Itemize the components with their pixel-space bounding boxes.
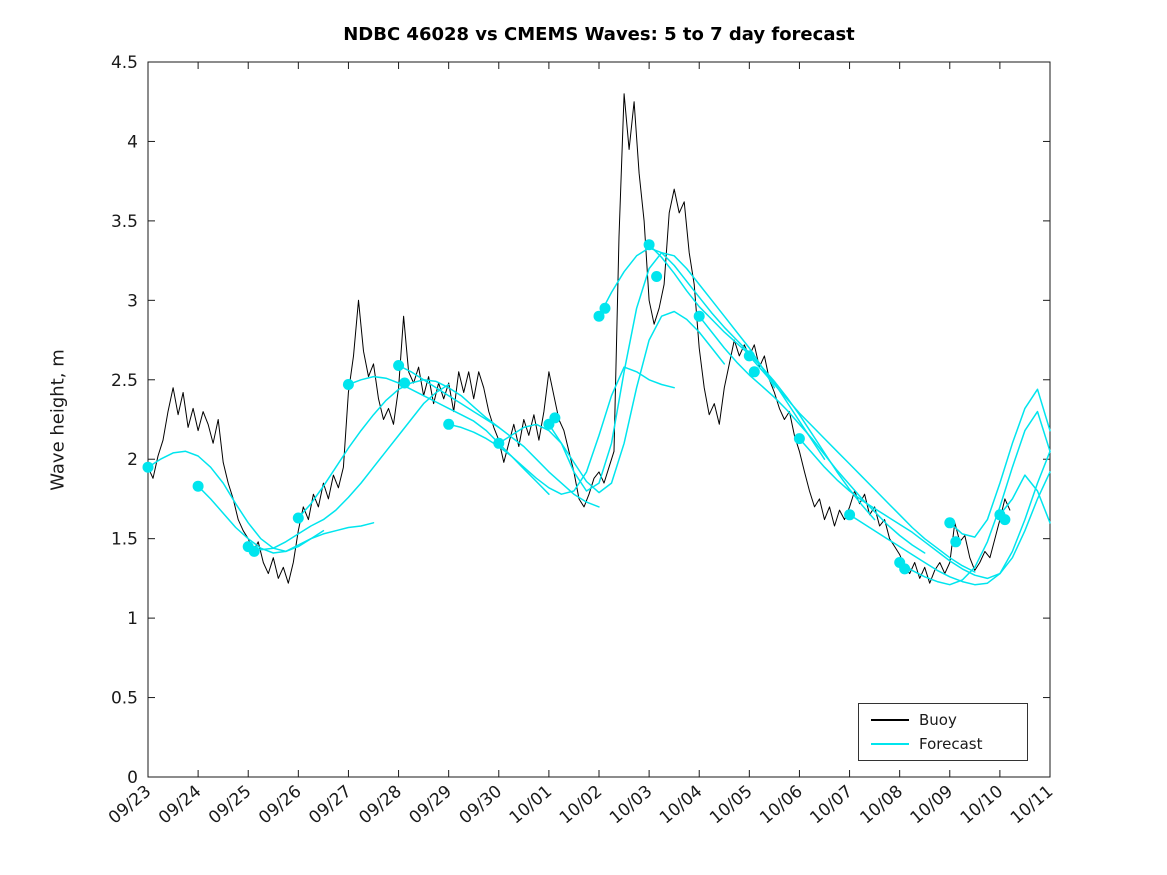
forecast-series-line — [247, 383, 450, 551]
buoy-line-sample — [871, 719, 909, 721]
x-tick-label: 10/01 — [506, 782, 556, 829]
forecast-marker — [443, 418, 455, 430]
forecast-series-line — [698, 315, 926, 554]
forecast-marker — [248, 545, 260, 557]
plot-box — [147, 61, 1051, 778]
y-tick-label: 2.5 — [111, 371, 138, 391]
forecast-marker — [643, 239, 655, 251]
x-tick-label: 10/07 — [806, 782, 856, 829]
forecast-marker — [899, 563, 911, 575]
forecast-marker — [393, 360, 405, 371]
x-tick-label: 10/02 — [556, 782, 606, 829]
x-tick-label: 10/06 — [756, 782, 806, 829]
x-tick-label: 09/25 — [205, 782, 255, 829]
forecast-marker — [743, 350, 755, 362]
forecast-series-line — [748, 355, 976, 573]
forecast-series-line — [147, 450, 325, 553]
x-tick-label: 09/26 — [255, 782, 305, 829]
forecast-marker — [292, 512, 304, 524]
forecast-series-line — [447, 366, 675, 495]
forecast-series-line — [999, 474, 1051, 524]
forecast-series-line — [798, 437, 1051, 580]
y-tick-label: 4 — [127, 132, 138, 152]
forecast-marker — [142, 461, 154, 473]
x-tick-label: 09/27 — [305, 782, 355, 829]
x-tick-label: 09/23 — [105, 782, 155, 829]
forecast-series-line — [347, 375, 550, 495]
forecast-marker — [999, 514, 1011, 526]
forecast-series-line — [397, 364, 600, 508]
forecast-series-line — [598, 247, 826, 460]
forecast-marker — [944, 517, 956, 529]
forecast-series-line — [848, 450, 1051, 586]
forecast-marker — [651, 271, 663, 282]
x-tick-label: 09/30 — [456, 782, 506, 829]
forecast-series-line — [498, 310, 726, 494]
y-tick-label: 1.5 — [111, 530, 138, 550]
forecast-series-line — [297, 379, 500, 519]
x-tick-label: 10/04 — [656, 782, 706, 829]
forecast-marker — [342, 379, 354, 390]
legend-item-forecast: Forecast — [871, 735, 1027, 753]
forecast-series-line — [648, 243, 876, 521]
y-tick-label: 3 — [127, 291, 138, 311]
legend-label-buoy: Buoy — [919, 711, 957, 729]
y-tick-label: 3.5 — [111, 212, 138, 232]
legend-item-buoy: Buoy — [871, 711, 1027, 729]
legend: Buoy Forecast — [858, 703, 1028, 761]
y-tick-label: 0.5 — [111, 689, 138, 709]
forecast-marker — [748, 366, 760, 378]
forecast-marker — [793, 433, 805, 445]
y-tick-label: 0 — [127, 768, 138, 788]
forecast-marker — [950, 536, 962, 548]
forecast-marker — [844, 509, 856, 521]
y-tick-label: 1 — [127, 609, 138, 629]
x-tick-label: 10/05 — [706, 782, 756, 829]
forecast-series-line — [898, 410, 1051, 586]
x-tick-label: 10/09 — [907, 782, 957, 829]
forecast-marker — [693, 310, 705, 322]
chart-title: NDBC 46028 vs CMEMS Waves: 5 to 7 day fo… — [343, 24, 855, 45]
y-tick-label: 4.5 — [111, 53, 138, 73]
forecast-series-line — [548, 251, 776, 492]
buoy-series-line — [147, 93, 1011, 584]
forecast-marker — [493, 437, 505, 449]
forecast-marker — [192, 480, 204, 492]
forecast-series-line — [949, 388, 1051, 538]
forecast-series-line — [197, 485, 375, 554]
x-tick-label: 10/08 — [856, 782, 906, 829]
forecast-marker — [599, 302, 611, 314]
forecast-line-sample — [871, 743, 909, 745]
x-tick-label: 10/03 — [606, 782, 656, 829]
forecast-markers — [142, 239, 1011, 575]
x-tick-label: 09/28 — [355, 782, 405, 829]
legend-label-forecast: Forecast — [919, 735, 983, 753]
x-tick-label: 10/10 — [957, 782, 1007, 829]
x-tick-label: 10/11 — [1007, 782, 1057, 829]
forecast-marker — [593, 310, 605, 322]
series-lines — [147, 93, 1051, 586]
x-tick-label: 09/24 — [155, 782, 205, 829]
x-tick-label: 09/29 — [405, 782, 455, 829]
y-tick-label: 2 — [127, 450, 138, 470]
forecast-marker — [399, 377, 411, 389]
y-axis: 0 0.5 1 1.5 2 2.5 3 3.5 4 4.5 — [111, 53, 1050, 788]
forecast-marker — [549, 412, 561, 424]
